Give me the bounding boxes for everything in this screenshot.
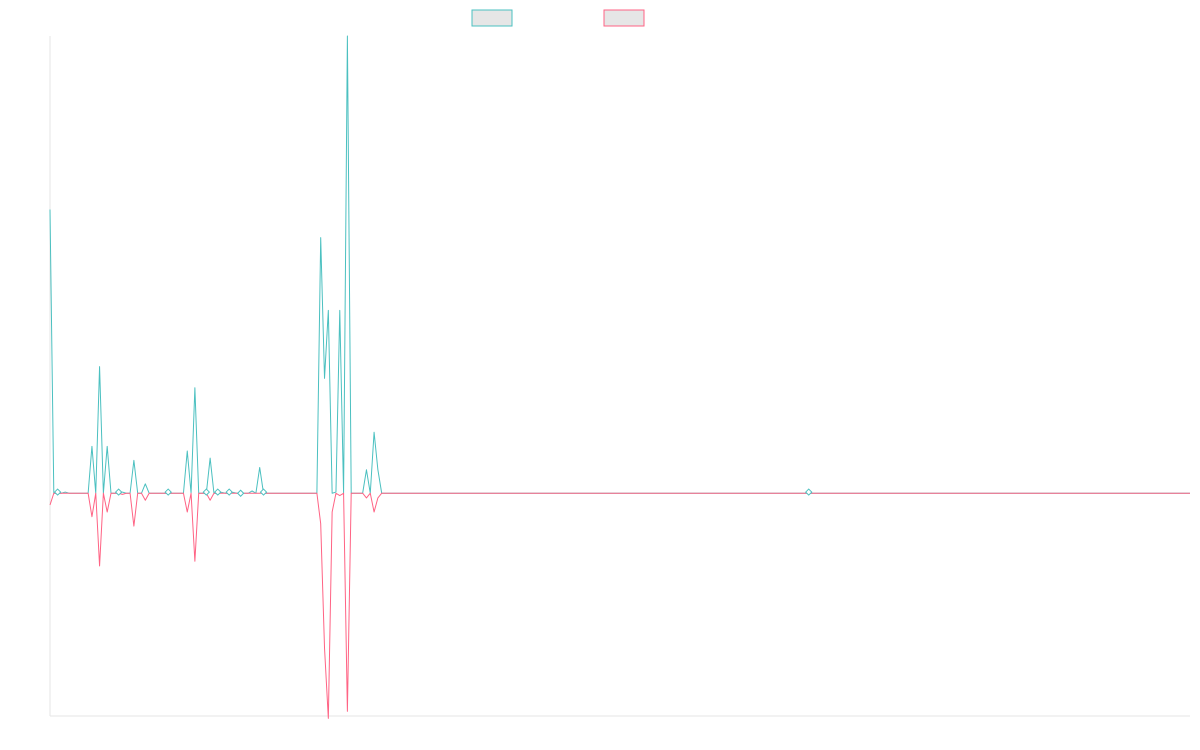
legend-swatch-1[interactable]	[471, 9, 513, 27]
data-point-marker[interactable]	[259, 488, 268, 496]
plot-area	[49, 35, 1190, 719]
data-point-marker[interactable]	[202, 488, 211, 496]
data-point-marker[interactable]	[164, 488, 172, 496]
data-point-marker[interactable]	[214, 488, 222, 496]
legend-swatch-2[interactable]	[603, 9, 645, 27]
data-point-marker[interactable]	[225, 488, 233, 496]
data-point-marker[interactable]	[805, 488, 813, 496]
series-line-2	[49, 492, 1190, 719]
data-point-marker[interactable]	[53, 488, 62, 496]
legend	[471, 9, 645, 27]
data-point-marker[interactable]	[114, 488, 123, 496]
data-point-marker[interactable]	[236, 489, 245, 497]
series-line-1	[49, 35, 1190, 494]
